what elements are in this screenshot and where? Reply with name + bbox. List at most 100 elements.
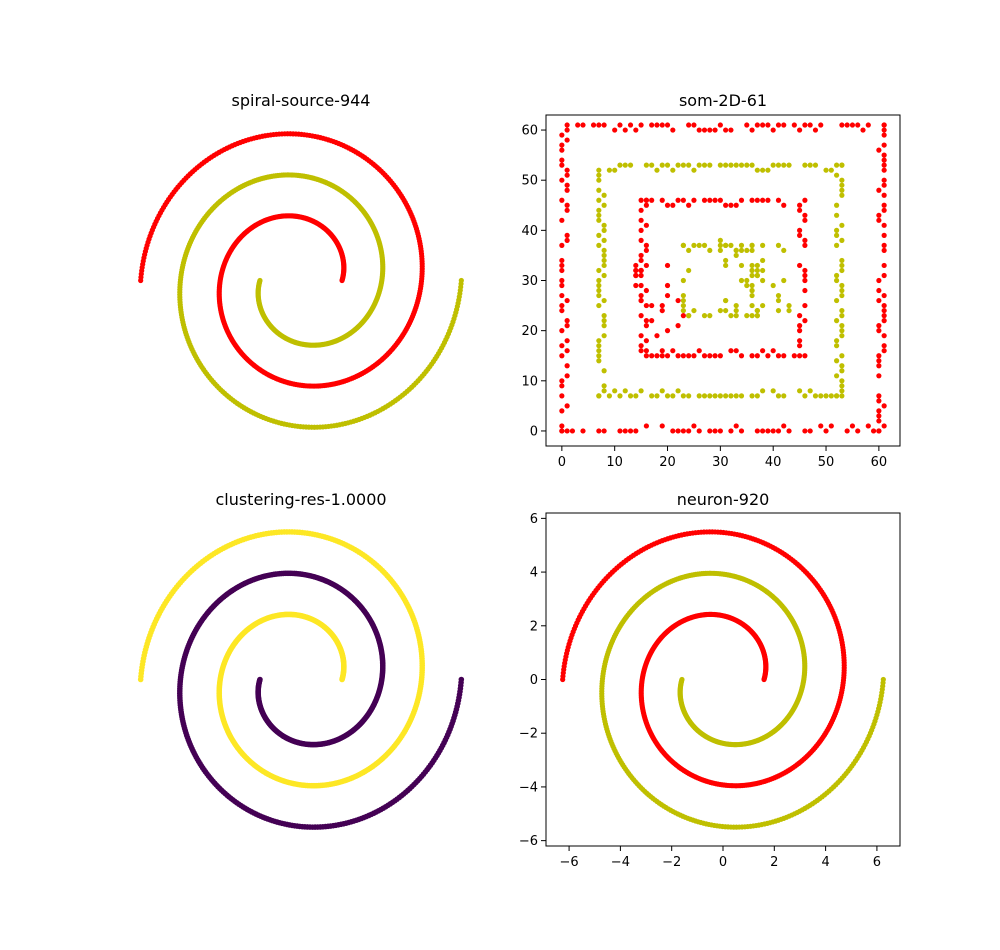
data-point	[696, 428, 702, 434]
data-point	[627, 122, 634, 128]
data-point	[839, 177, 845, 183]
data-point	[770, 127, 776, 133]
data-point	[580, 122, 586, 128]
data-point	[876, 187, 882, 193]
data-point	[744, 122, 750, 128]
y-tick-label: 30	[521, 274, 538, 289]
data-point	[812, 127, 819, 133]
data-point	[728, 162, 734, 168]
data-point	[712, 197, 718, 203]
data-point	[733, 393, 739, 399]
y-tick-label: 10	[521, 374, 538, 389]
data-point	[564, 167, 570, 173]
data-point	[559, 242, 565, 248]
data-point	[601, 202, 607, 208]
data-point	[680, 242, 686, 248]
data-point	[791, 353, 797, 359]
data-point	[749, 272, 755, 279]
data-point	[839, 363, 845, 369]
data-point	[559, 257, 565, 264]
data-point	[723, 297, 729, 304]
data-point	[834, 277, 840, 284]
data-point	[564, 122, 570, 128]
data-point	[839, 307, 845, 314]
data-point	[770, 348, 776, 354]
data-point	[717, 122, 723, 128]
data-point	[601, 388, 607, 394]
data-point	[617, 428, 623, 434]
data-point	[786, 302, 792, 309]
data-point	[617, 162, 623, 168]
chart-title: clustering-res-1.0000	[215, 490, 386, 509]
data-point	[754, 393, 760, 399]
data-point	[834, 343, 840, 349]
data-point	[770, 428, 776, 434]
x-tick-label: 2	[770, 855, 778, 870]
data-point	[606, 167, 613, 173]
data-point	[564, 373, 570, 379]
data-point	[638, 197, 644, 203]
data-point	[638, 343, 644, 349]
data-point	[596, 177, 602, 183]
data-point	[775, 162, 782, 168]
data-point	[680, 297, 686, 304]
data-point	[643, 162, 649, 168]
data-point	[560, 676, 566, 683]
data-point	[881, 222, 887, 228]
data-point	[643, 348, 649, 354]
data-point	[876, 217, 882, 223]
data-point	[834, 393, 840, 399]
data-point	[564, 428, 570, 434]
data-point	[881, 162, 887, 168]
data-point	[559, 282, 565, 289]
data-point	[760, 267, 766, 274]
data-point	[876, 418, 882, 424]
panel-neuron: neuron-920 −6 −4 −2 0 2 4 6 −6 −4 −2 0 2 4 6	[519, 490, 901, 870]
data-point	[797, 338, 803, 344]
data-point	[596, 287, 602, 294]
data-point	[707, 353, 713, 359]
data-point	[707, 428, 713, 434]
data-point	[458, 277, 464, 284]
data-point	[601, 313, 607, 319]
data-point	[797, 323, 803, 329]
data-point	[839, 353, 845, 359]
plot-area	[559, 122, 887, 434]
data-point	[754, 353, 760, 359]
data-point	[881, 318, 887, 324]
data-point	[643, 302, 649, 309]
data-point	[728, 348, 734, 354]
data-point	[839, 257, 845, 264]
data-point	[564, 187, 570, 193]
data-point	[775, 428, 782, 434]
data-point	[596, 292, 602, 299]
data-point	[564, 202, 570, 208]
data-point	[723, 162, 729, 168]
y-tick-label: 0	[530, 673, 538, 688]
data-point	[881, 182, 887, 188]
data-point	[664, 292, 671, 299]
data-point	[728, 127, 734, 133]
data-point	[559, 132, 565, 138]
data-point	[612, 127, 618, 133]
data-point	[839, 328, 845, 334]
data-point	[749, 127, 755, 133]
data-point	[638, 388, 644, 394]
data-point	[686, 247, 692, 254]
data-point	[738, 393, 745, 399]
data-point	[802, 272, 808, 279]
data-point	[559, 408, 565, 414]
data-point	[881, 242, 887, 248]
data-point	[834, 358, 840, 364]
data-point	[701, 197, 708, 203]
data-point	[643, 197, 649, 203]
data-point	[834, 242, 840, 248]
data-point	[675, 297, 681, 304]
data-point	[749, 393, 755, 399]
data-point	[691, 167, 697, 173]
data-point	[881, 247, 887, 254]
data-point	[786, 428, 792, 434]
data-point	[559, 302, 565, 309]
axis-ticks: 0 10 20 30 40 50 60 0 10 20 30 40 50 60	[521, 124, 887, 470]
data-point	[876, 363, 882, 369]
